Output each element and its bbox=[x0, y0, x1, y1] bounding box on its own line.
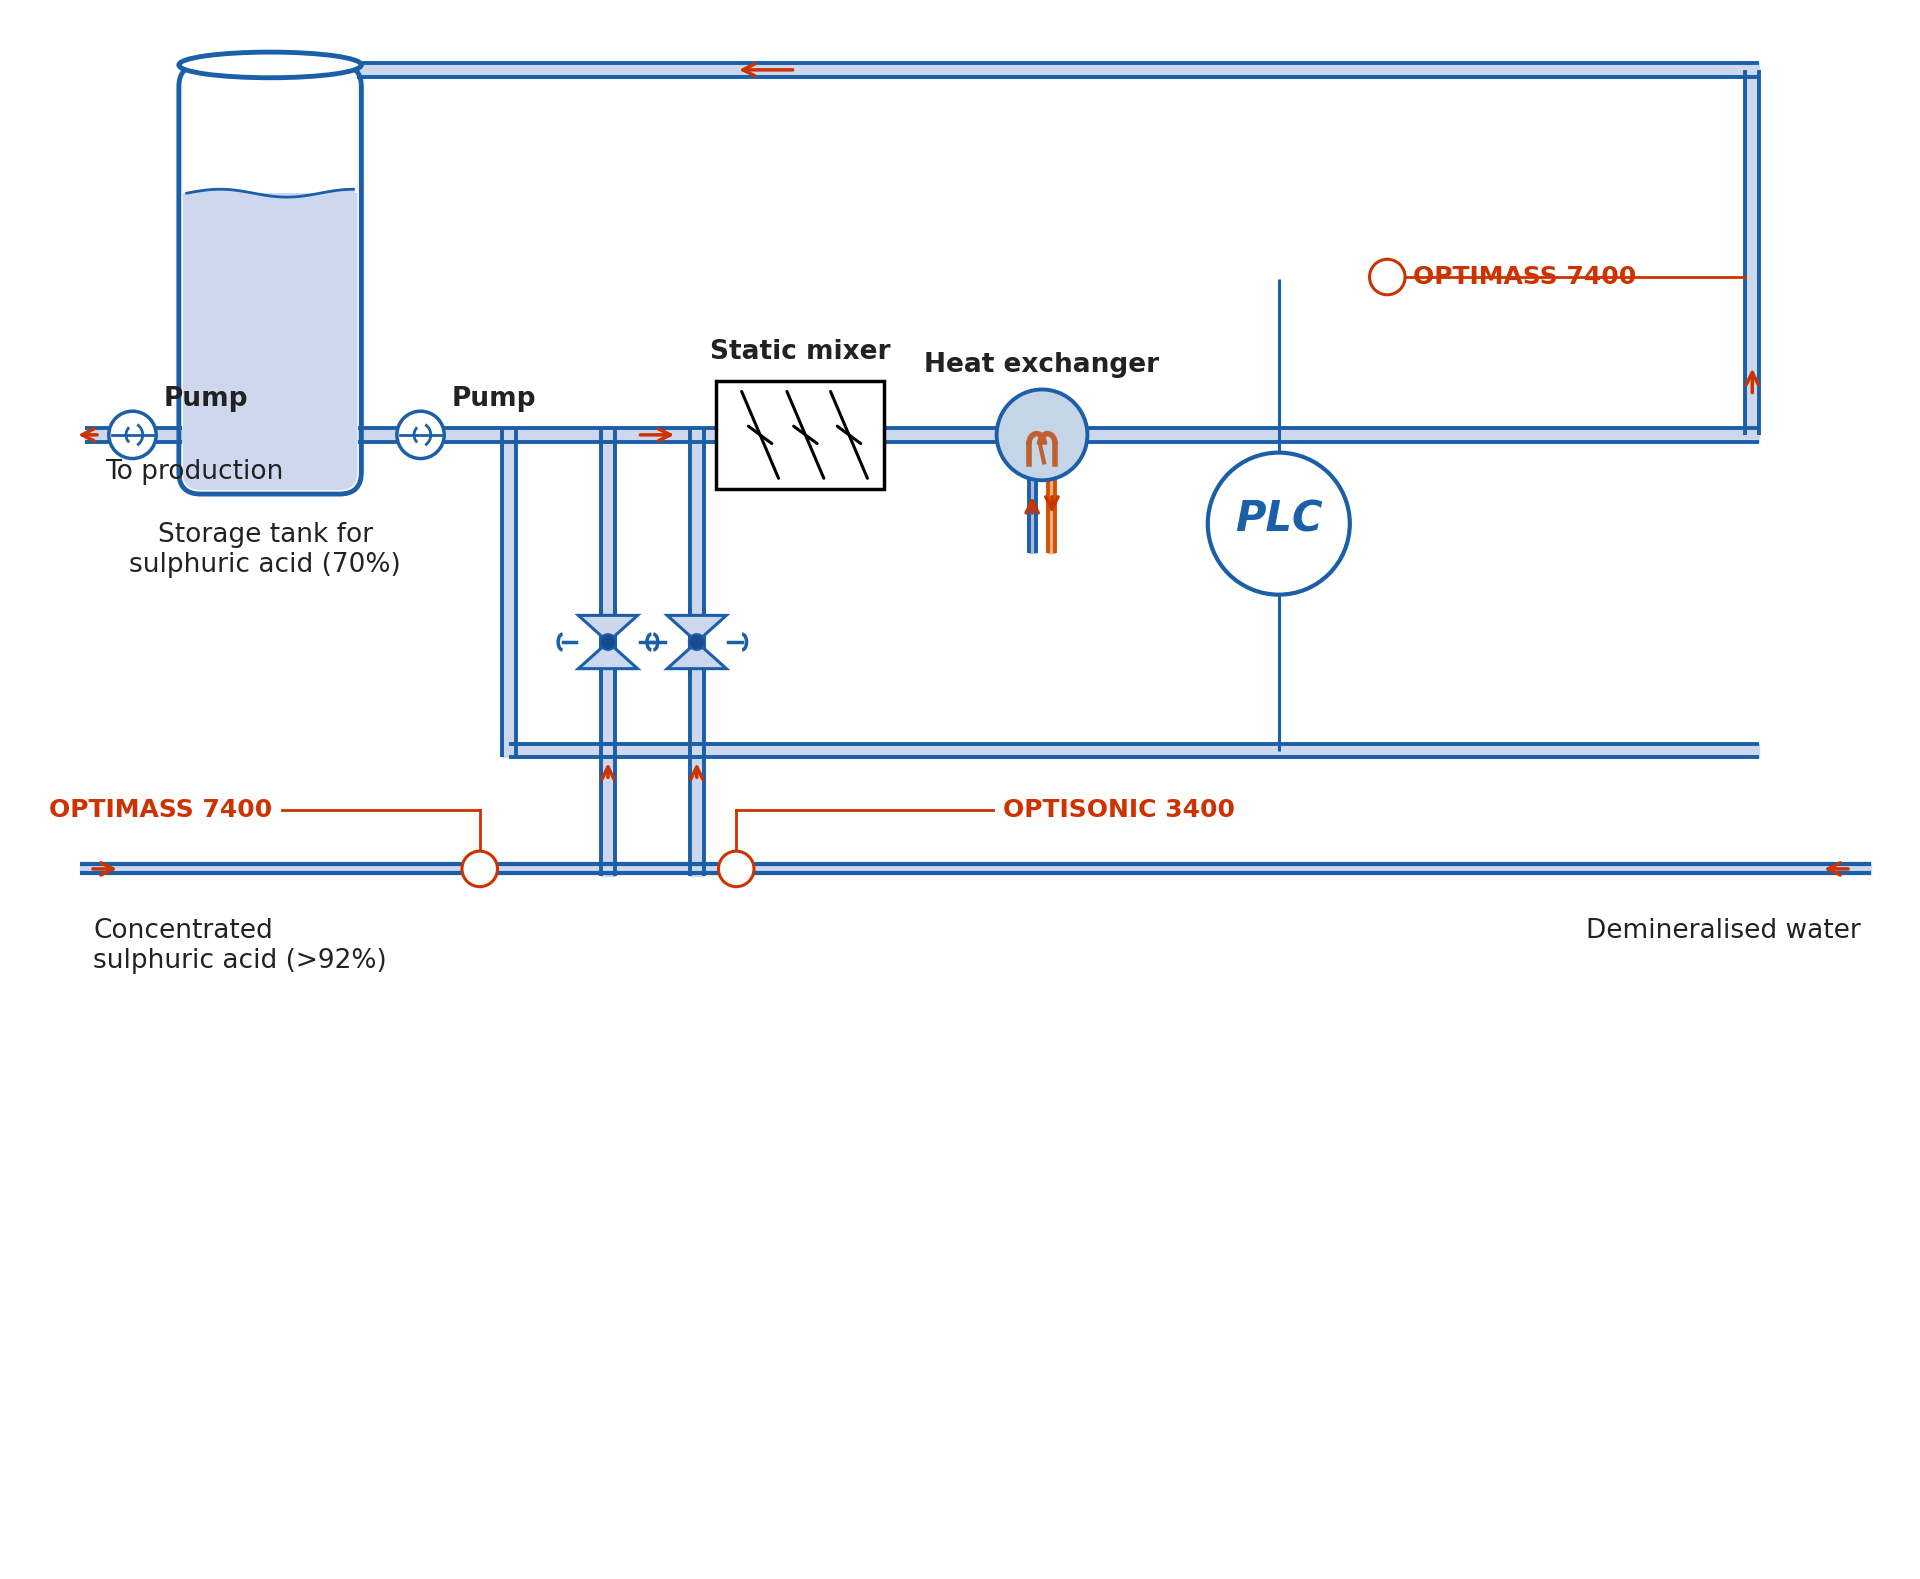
Polygon shape bbox=[578, 616, 637, 643]
Text: OPTISONIC 3400: OPTISONIC 3400 bbox=[1002, 797, 1235, 821]
Polygon shape bbox=[578, 643, 637, 668]
Bar bbox=[182, 73, 357, 193]
Polygon shape bbox=[666, 643, 726, 668]
FancyBboxPatch shape bbox=[182, 69, 357, 489]
Text: Pump: Pump bbox=[451, 387, 536, 412]
Circle shape bbox=[996, 390, 1087, 480]
Circle shape bbox=[718, 851, 755, 887]
Text: Storage tank for
sulphuric acid (70%): Storage tank for sulphuric acid (70%) bbox=[129, 521, 401, 578]
Circle shape bbox=[601, 635, 616, 651]
Text: Demineralised water: Demineralised water bbox=[1586, 919, 1860, 944]
Circle shape bbox=[463, 851, 497, 887]
Ellipse shape bbox=[179, 52, 361, 77]
Bar bbox=[716, 381, 885, 489]
Text: OPTIMASS 7400: OPTIMASS 7400 bbox=[50, 797, 273, 821]
Text: To production: To production bbox=[106, 459, 284, 485]
Circle shape bbox=[689, 635, 705, 651]
Polygon shape bbox=[666, 616, 726, 643]
Circle shape bbox=[1208, 453, 1350, 595]
Text: Static mixer: Static mixer bbox=[710, 339, 891, 365]
Text: Concentrated
sulphuric acid (>92%): Concentrated sulphuric acid (>92%) bbox=[92, 919, 386, 974]
Circle shape bbox=[397, 411, 444, 458]
Text: OPTIMASS 7400: OPTIMASS 7400 bbox=[1413, 265, 1636, 289]
Circle shape bbox=[109, 411, 156, 458]
Text: Pump: Pump bbox=[163, 387, 248, 412]
Text: Heat exchanger: Heat exchanger bbox=[924, 352, 1160, 377]
Circle shape bbox=[1369, 259, 1405, 295]
Text: PLC: PLC bbox=[1235, 499, 1323, 540]
